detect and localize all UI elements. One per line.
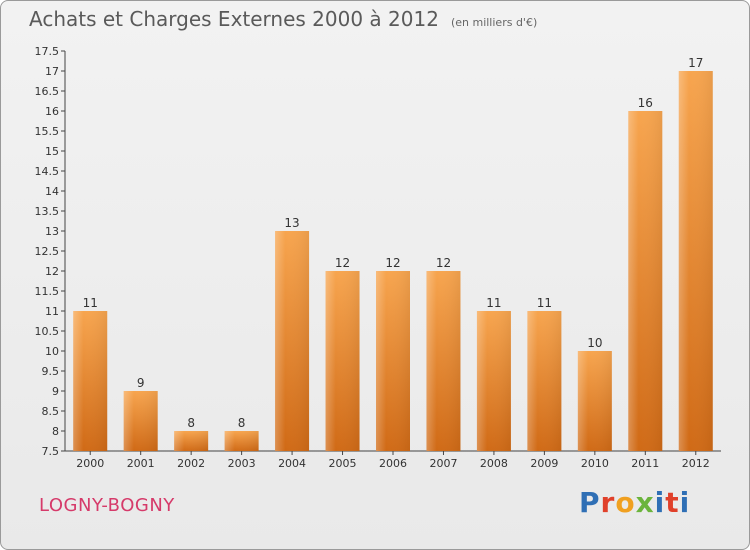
bar-sheen [325, 271, 360, 451]
y-tick-label: 15 [45, 145, 59, 158]
logo-letter: i [654, 486, 666, 519]
x-tick-label: 2010 [581, 457, 609, 470]
town-name: LOGNY-BOGNY [39, 495, 175, 516]
bar-sheen [678, 71, 713, 451]
x-tick-label: 2006 [379, 457, 407, 470]
bar-sheen [476, 311, 511, 451]
y-tick-label: 12 [45, 265, 59, 278]
data-label: 13 [284, 216, 299, 230]
y-tick-label: 12.5 [35, 245, 60, 258]
data-label: 11 [486, 296, 501, 310]
y-tick-label: 14 [45, 185, 59, 198]
data-label: 9 [137, 376, 145, 390]
data-label: 12 [385, 256, 400, 270]
y-tick-label: 11.5 [35, 285, 60, 298]
logo-letter: r [600, 486, 616, 519]
bar-sheen [527, 311, 562, 451]
bar-sheen [73, 311, 108, 451]
y-tick-label: 8 [52, 425, 59, 438]
chart-title: Achats et Charges Externes 2000 à 2012 [29, 7, 439, 31]
data-label: 8 [238, 416, 246, 430]
bar-sheen [577, 351, 612, 451]
bar-sheen [628, 111, 663, 451]
proxiti-logo: Proxiti [579, 486, 690, 519]
y-tick-label: 9.5 [42, 365, 60, 378]
chart-unit: (en milliers d'€) [450, 16, 538, 29]
data-label: 17 [688, 56, 703, 70]
x-tick-label: 2008 [480, 457, 508, 470]
logo-letter: t [665, 486, 680, 519]
y-tick-label: 9 [52, 385, 59, 398]
bar-sheen [275, 231, 310, 451]
logo-letter: i [679, 486, 691, 519]
chart-axes: 7.5 8 8.5 9 9.5 10 10.5 11 11.5 12 12.5 13 13.5 14 14.… [35, 45, 721, 470]
data-label: 8 [187, 416, 195, 430]
x-tick-label: 2007 [429, 457, 457, 470]
y-tick-label: 16 [45, 105, 59, 118]
bar-sheen [174, 431, 209, 451]
y-tick-label: 16.5 [35, 85, 60, 98]
y-tick-label: 13 [45, 225, 59, 238]
bar-sheen [426, 271, 461, 451]
logo-letter: x [635, 486, 655, 519]
x-tick-label: 2001 [127, 457, 155, 470]
x-tick-label: 2012 [682, 457, 710, 470]
x-tick-label: 2005 [329, 457, 357, 470]
data-label: 10 [587, 336, 602, 350]
data-label: 12 [335, 256, 350, 270]
bar-sheen [224, 431, 259, 451]
y-tick-label: 10 [45, 345, 59, 358]
x-tick-label: 2009 [530, 457, 558, 470]
x-tick-label: 2000 [76, 457, 104, 470]
x-tick-label: 2011 [631, 457, 659, 470]
logo-letter: P [579, 486, 601, 519]
y-tick-label: 7.5 [42, 445, 60, 458]
data-label: 16 [638, 96, 653, 110]
y-tick-label: 10.5 [35, 325, 60, 338]
data-label: 12 [436, 256, 451, 270]
data-label: 11 [537, 296, 552, 310]
chart-bars: 11 9 8 8 13 12 12 12 11 11 10 16 17 [73, 56, 713, 451]
chart-title-line: Achats et Charges Externes 2000 à 2012 (e… [29, 7, 537, 31]
bar-sheen [376, 271, 410, 451]
logo-letter: o [615, 486, 636, 519]
x-tick-label: 2004 [278, 457, 306, 470]
y-tick-label: 8.5 [42, 405, 60, 418]
x-tick-label: 2002 [177, 457, 205, 470]
y-tick-label: 17.5 [35, 45, 60, 58]
y-tick-label: 14.5 [35, 165, 60, 178]
bar-sheen [123, 391, 158, 451]
y-tick-label: 15.5 [35, 125, 60, 138]
x-tick-label: 2003 [228, 457, 256, 470]
data-label: 11 [83, 296, 98, 310]
y-tick-label: 11 [45, 305, 59, 318]
y-tick-label: 13.5 [35, 205, 60, 218]
y-tick-label: 17 [45, 65, 59, 78]
